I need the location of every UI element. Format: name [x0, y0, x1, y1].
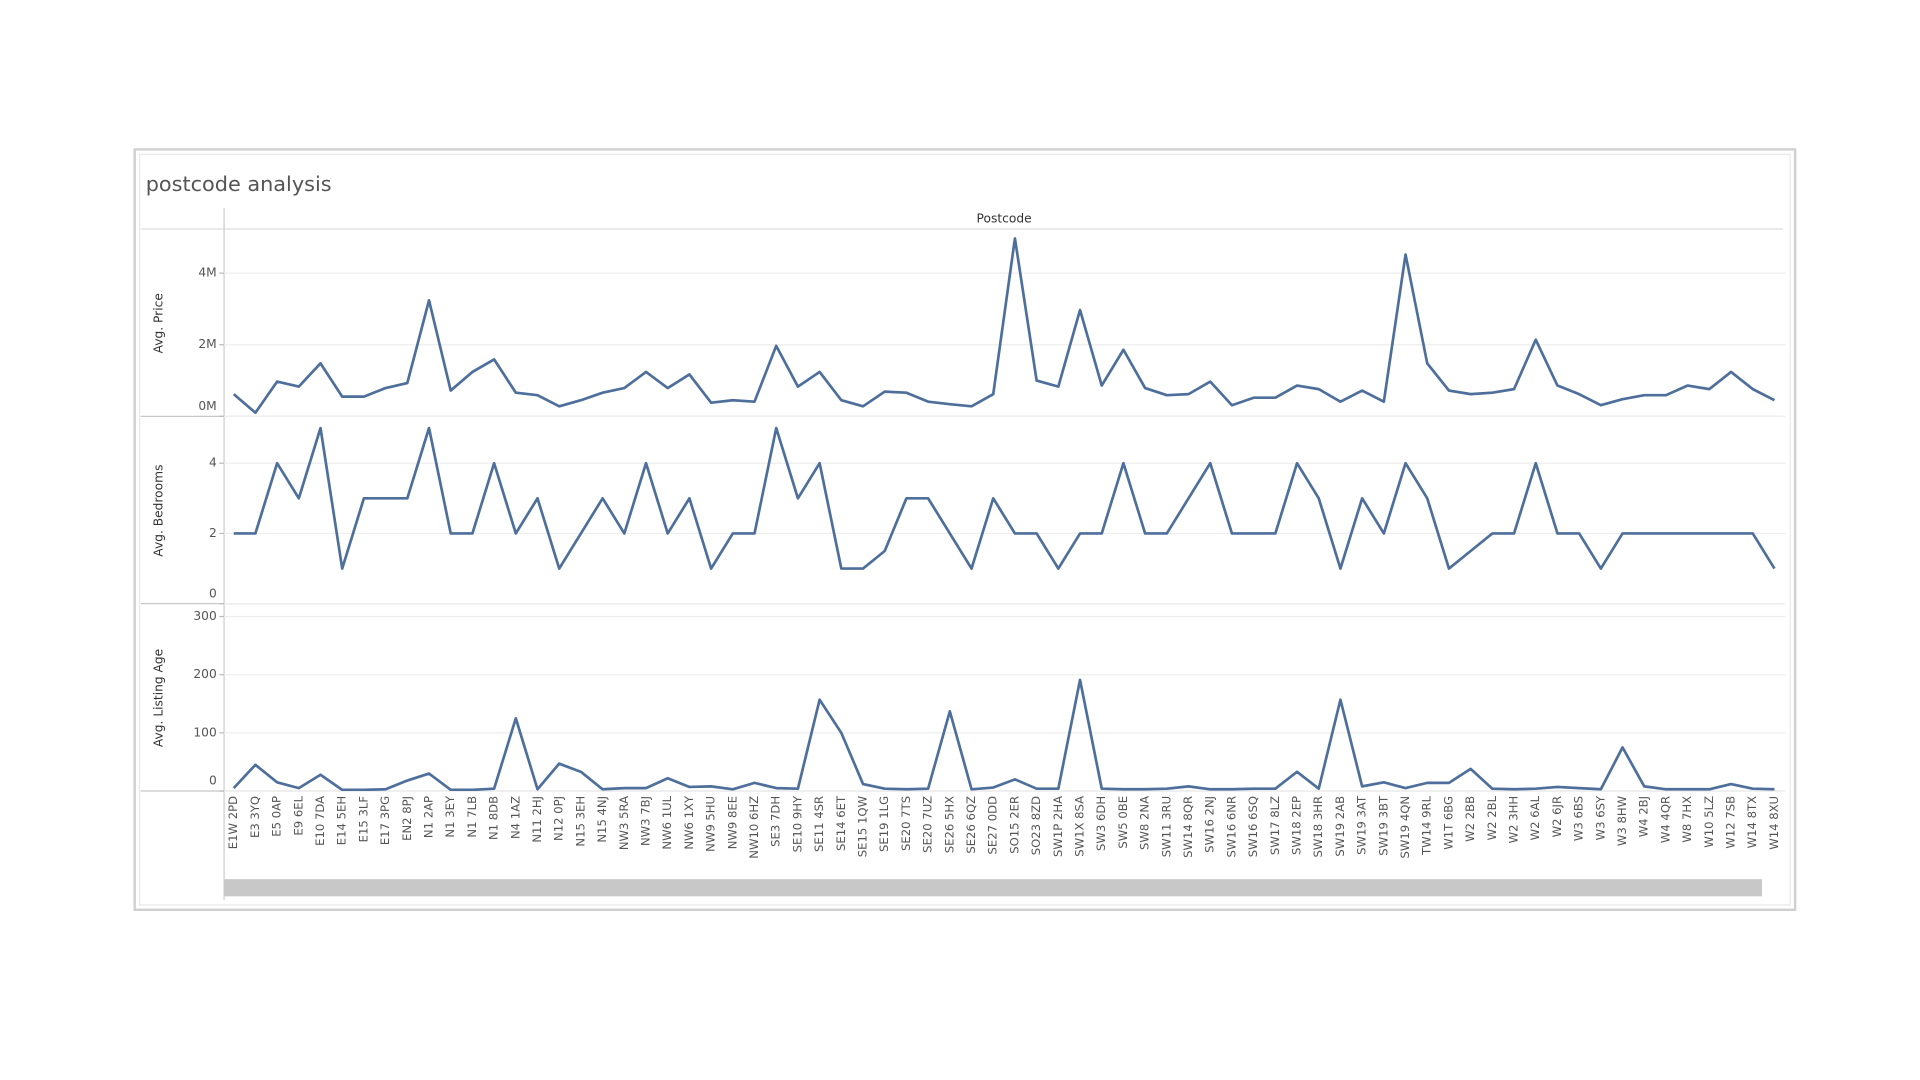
x-tick-label: SE3 7DH: [769, 796, 783, 847]
y-tick-label: 200: [193, 667, 216, 681]
y-tick-label: 4: [209, 456, 217, 470]
x-tick-label: SE14 6ET: [834, 795, 848, 851]
x-tick-label: SE27 0DD: [986, 796, 1000, 855]
x-tick-label: SW3 6DH: [1094, 796, 1108, 851]
y-axis-title: Avg. Bedrooms: [152, 465, 166, 557]
x-tick-label: SE19 1LG: [877, 796, 891, 852]
y-tick-label: 0: [209, 586, 217, 600]
x-tick-label: N4 1AZ: [508, 796, 522, 839]
x-tick-label: W3 8HW: [1615, 795, 1629, 846]
x-tick-label: W2 6JR: [1550, 796, 1564, 838]
x-tick-label: SW8 2NA: [1138, 796, 1152, 850]
y-tick-label: 4M: [198, 266, 216, 280]
x-tick-label: SW5 0BE: [1116, 796, 1130, 849]
x-tick-label: SO23 8ZD: [1029, 796, 1043, 855]
x-tick-label: SE20 7UZ: [921, 796, 935, 853]
x-tick-label: SW19 3BT: [1376, 795, 1390, 856]
x-tick-label: E3 3YQ: [248, 796, 262, 838]
x-tick-label: NW9 8EE: [725, 796, 739, 849]
x-tick-label: SW14 8QR: [1181, 796, 1195, 858]
x-tick-label: SW16 2NJ: [1203, 796, 1217, 853]
dashboard-frame: [133, 148, 1797, 912]
x-tick-label: W8 7HX: [1680, 796, 1694, 843]
x-tick-label: W2 6AL: [1528, 795, 1542, 840]
scrollbar[interactable]: [224, 879, 1763, 897]
x-tick-label: N11 2HJ: [530, 796, 544, 843]
chart-title: postcode analysis: [146, 172, 332, 196]
x-tick-label: W2 2BL: [1485, 795, 1499, 840]
x-tick-label: SW18 3HR: [1311, 796, 1325, 858]
x-tick-label: SE10 9HY: [790, 795, 804, 852]
y-tick-label: 300: [193, 609, 216, 623]
x-tick-label: W14 8TX: [1745, 796, 1759, 848]
x-tick-label: NW6 1UL: [660, 795, 674, 849]
x-tick-label: SW1P 2HA: [1051, 796, 1065, 857]
line-series: [232, 678, 1775, 792]
x-tick-label: N1 3EY: [443, 795, 457, 838]
x-tick-label: SE20 7TS: [899, 796, 913, 851]
x-tick-label: SW16 6NR: [1224, 796, 1238, 858]
y-tick-label: 2M: [198, 337, 216, 351]
y-tick-label: 100: [193, 725, 216, 739]
x-tick-label: SW19 4QN: [1398, 796, 1412, 859]
x-tick-label: SE26 6QZ: [964, 796, 978, 854]
x-tick-label: E10 7DA: [313, 796, 327, 846]
x-tick-label: SE26 5HX: [942, 796, 956, 853]
x-tick-label: E1W 2PD: [226, 796, 240, 849]
x-tick-label: SE11 4SR: [812, 796, 826, 852]
x-tick-label: E14 5EH: [335, 796, 349, 845]
x-tick-label: W14 8XU: [1767, 796, 1781, 850]
x-tick-label: SW16 6SQ: [1246, 796, 1260, 857]
x-tick-label: N1 8DB: [487, 796, 501, 840]
x-tick-label: NW3 5RA: [617, 796, 631, 850]
y-axis-title: Avg. Price: [152, 293, 166, 353]
x-tick-label: W3 6SY: [1593, 795, 1607, 840]
x-tick-label: NW6 1XY: [682, 795, 696, 850]
x-tick-label: E15 3LF: [356, 796, 370, 843]
x-tick-label: N1 2AP: [422, 796, 436, 838]
x-tick-label: E17 3PG: [378, 796, 392, 845]
x-tick-label: E5 0AP: [270, 796, 284, 837]
inner-frame: [138, 153, 1791, 906]
y-axis-title: Avg. Listing Age: [152, 649, 166, 747]
x-tick-label: N1 7LB: [465, 796, 479, 838]
x-tick-label: SO15 2ER: [1007, 796, 1021, 854]
x-tick-label: N15 3EH: [573, 796, 587, 847]
line-series: [233, 426, 1776, 570]
x-tick-label: E9 6EL: [291, 795, 305, 835]
x-tick-label: SE15 1QW: [856, 795, 870, 857]
x-tick-label: SW1X 8SA: [1073, 796, 1087, 857]
x-tick-label: NW9 5HU: [704, 796, 718, 852]
x-tick-label: W4 2BJ: [1637, 796, 1651, 837]
x-tick-label: SW19 2AB: [1333, 796, 1347, 857]
x-tick-label: N15 4NJ: [595, 796, 609, 843]
x-tick-label: W1T 6BG: [1441, 796, 1455, 850]
x-tick-label: SW17 8LZ: [1268, 796, 1282, 855]
x-tick-label: W3 6BS: [1572, 796, 1586, 841]
x-tick-label: W12 7SB: [1724, 796, 1738, 849]
x-axis-title: Postcode: [977, 212, 1032, 226]
x-tick-label: NW3 7BJ: [639, 796, 653, 846]
x-tick-label: NW10 6HZ: [747, 796, 761, 859]
y-tick-label: 0M: [198, 399, 216, 413]
x-tick-label: N12 0PJ: [552, 796, 566, 841]
x-tick-label: EN2 8PJ: [400, 796, 414, 841]
y-tick-label: 2: [209, 526, 217, 540]
y-tick-label: 0: [209, 774, 217, 788]
x-tick-label: TW14 9RL: [1420, 795, 1434, 856]
x-tick-label: W2 3HH: [1507, 796, 1521, 843]
x-tick-label: W10 5LZ: [1702, 796, 1716, 848]
line-series: [232, 237, 1776, 415]
x-tick-label: SW18 2EP: [1290, 796, 1304, 855]
x-tick-label: SW11 3RU: [1159, 796, 1173, 857]
x-tick-label: SW19 3AT: [1355, 795, 1369, 855]
x-tick-label: W4 4QR: [1658, 796, 1672, 843]
x-tick-label: W2 2BB: [1463, 796, 1477, 842]
